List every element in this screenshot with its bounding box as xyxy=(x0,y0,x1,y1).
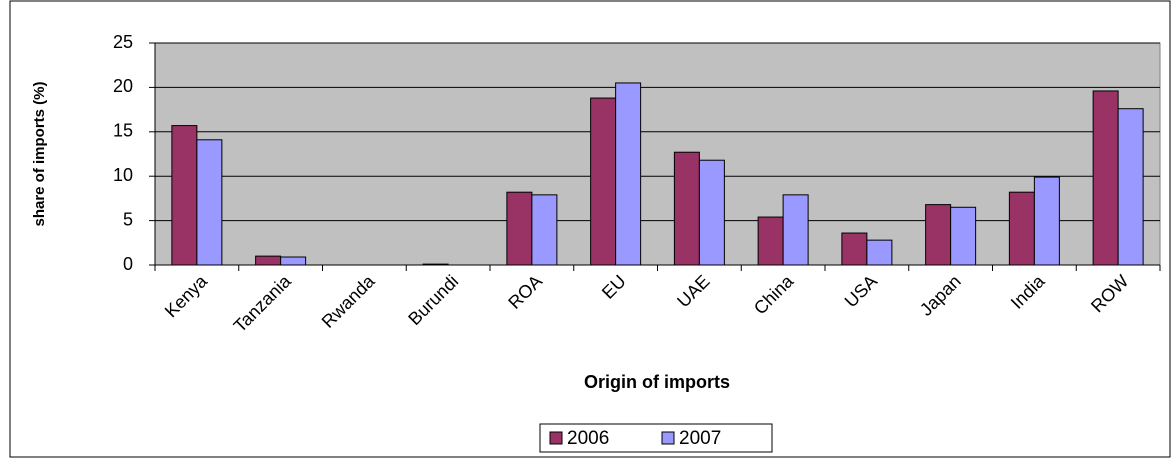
bar xyxy=(280,256,307,266)
bar xyxy=(590,97,617,266)
bar xyxy=(782,194,809,266)
y-tick-label: 25 xyxy=(113,32,133,52)
y-tick-label: 0 xyxy=(123,254,133,274)
bar xyxy=(673,151,700,266)
legend-swatch xyxy=(661,431,675,445)
y-tick-label: 20 xyxy=(113,76,133,96)
legend-label: 2006 xyxy=(567,428,609,449)
y-tick-label: 15 xyxy=(113,121,133,141)
y-tick-label: 10 xyxy=(113,165,133,185)
legend-label: 2007 xyxy=(679,428,721,449)
bar xyxy=(531,194,558,266)
bar xyxy=(925,204,952,266)
bar xyxy=(841,232,868,266)
bar xyxy=(866,239,893,266)
plot-area xyxy=(154,42,1161,266)
y-axis-label: share of imports (%) xyxy=(31,81,48,226)
bar xyxy=(1092,90,1119,266)
bar xyxy=(506,191,533,266)
bar xyxy=(698,159,725,266)
bar xyxy=(422,263,449,266)
bar xyxy=(255,255,282,266)
bar xyxy=(950,206,977,266)
bar xyxy=(1117,108,1144,266)
bar xyxy=(757,216,784,266)
bar xyxy=(1008,191,1035,266)
legend-swatch xyxy=(549,431,563,445)
bar xyxy=(171,125,198,266)
bar xyxy=(1033,176,1060,266)
bar xyxy=(196,139,223,266)
x-axis-label: Origin of imports xyxy=(584,372,730,392)
legend xyxy=(539,423,773,453)
bar xyxy=(615,82,642,266)
y-tick-label: 5 xyxy=(123,209,133,229)
